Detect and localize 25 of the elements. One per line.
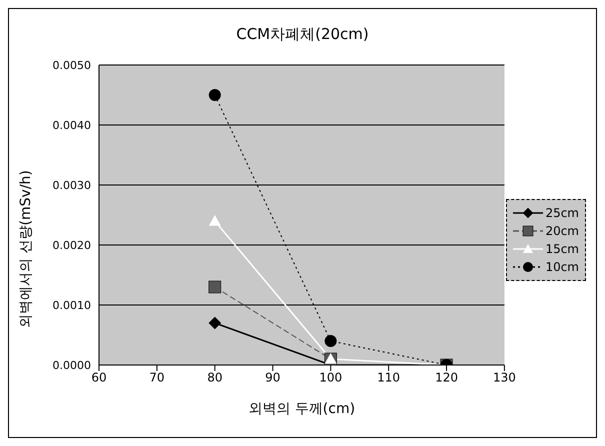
- legend-label: 20cm: [545, 224, 579, 238]
- x-tick-label: 110: [377, 370, 400, 385]
- point: [208, 280, 222, 294]
- legend-label: 15cm: [545, 242, 579, 256]
- point: [324, 335, 337, 347]
- x-axis-title: 외벽의 두께(cm): [248, 401, 356, 417]
- x-tick-label: 80: [207, 370, 222, 385]
- x-tick-label: 60: [91, 370, 107, 385]
- y-axis-title: 외벽에서의 선량(mSv/h): [17, 170, 35, 328]
- y-tick-label: 0.0020: [52, 238, 91, 252]
- x-tick-label: 90: [265, 370, 280, 385]
- y-tick-label: 0.0000: [52, 358, 91, 372]
- point: [208, 316, 222, 330]
- chart-title: CCM차폐체(20cm): [235, 24, 370, 45]
- x-tick-label: 70: [149, 370, 165, 385]
- x-tick-label: 100: [319, 370, 342, 385]
- x-tick-label: 130: [492, 370, 516, 385]
- point: [208, 89, 221, 101]
- y-tick-label: 0.0040: [52, 118, 91, 132]
- y-tick-label: 0.0050: [52, 58, 91, 72]
- y-tick-label: 0.0030: [52, 178, 91, 192]
- legend-label: 10cm: [545, 260, 579, 274]
- x-tick-label: 120: [435, 370, 458, 385]
- y-tick-label: 0.0010: [52, 298, 91, 312]
- legend-label: 25cm: [545, 206, 579, 220]
